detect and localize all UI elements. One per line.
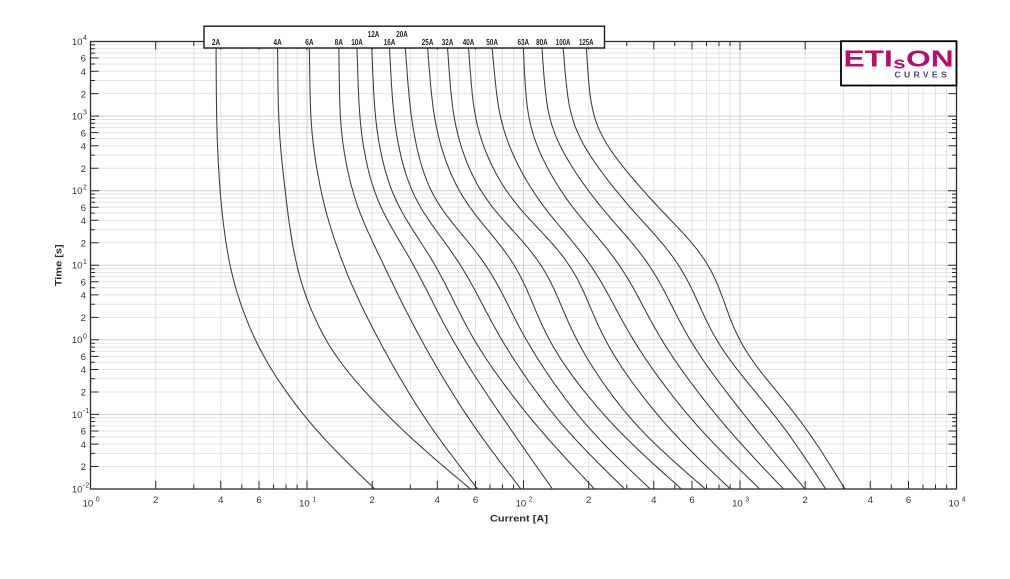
svg-text:10: 10 (72, 410, 83, 421)
svg-text:6: 6 (473, 495, 478, 506)
svg-text:10: 10 (732, 499, 743, 510)
svg-text:10: 10 (72, 186, 83, 197)
svg-text:8A: 8A (335, 37, 343, 47)
svg-text:6: 6 (81, 352, 86, 363)
svg-text:20A: 20A (396, 29, 408, 39)
svg-text:2: 2 (370, 495, 375, 506)
svg-text:2: 2 (81, 462, 86, 473)
svg-text:4A: 4A (273, 37, 281, 47)
svg-text:2: 2 (81, 239, 86, 250)
svg-text:2: 2 (529, 497, 533, 504)
svg-text:10: 10 (72, 112, 83, 123)
svg-text:6: 6 (81, 203, 86, 214)
svg-text:4: 4 (81, 216, 87, 227)
svg-text:2: 2 (586, 495, 591, 506)
svg-text:6: 6 (81, 427, 86, 438)
svg-text:10: 10 (83, 499, 94, 510)
svg-text:4: 4 (651, 495, 657, 506)
svg-text:3: 3 (745, 497, 749, 504)
svg-text:1: 1 (83, 259, 87, 266)
svg-text:4: 4 (83, 35, 87, 42)
svg-text:10: 10 (72, 37, 83, 48)
svg-text:CURVES: CURVES (895, 70, 950, 80)
svg-text:6: 6 (256, 495, 261, 506)
svg-text:-1: -1 (83, 408, 89, 415)
svg-text:Current [A]: Current [A] (490, 514, 548, 525)
svg-text:0: 0 (96, 497, 100, 504)
svg-text:2: 2 (81, 313, 86, 324)
svg-text:63A: 63A (518, 37, 530, 47)
svg-text:4: 4 (81, 142, 87, 153)
svg-text:3: 3 (83, 110, 87, 117)
svg-text:4: 4 (218, 495, 224, 506)
svg-text:6: 6 (906, 495, 911, 506)
svg-text:Time [s]: Time [s] (54, 244, 65, 286)
svg-text:4: 4 (81, 440, 87, 451)
svg-text:6: 6 (81, 278, 86, 289)
svg-text:100A: 100A (556, 37, 571, 47)
svg-text:10: 10 (516, 499, 527, 510)
svg-text:6: 6 (689, 495, 694, 506)
svg-text:4: 4 (435, 495, 441, 506)
svg-text:10A: 10A (351, 37, 363, 47)
svg-text:16A: 16A (384, 37, 396, 47)
svg-text:12A: 12A (368, 29, 380, 39)
svg-text:25A: 25A (422, 37, 434, 47)
svg-text:6A: 6A (305, 37, 313, 47)
svg-text:10: 10 (72, 261, 83, 272)
svg-text:4: 4 (868, 495, 874, 506)
svg-text:2: 2 (81, 388, 86, 399)
svg-text:6: 6 (81, 128, 86, 139)
svg-text:80A: 80A (536, 37, 548, 47)
svg-text:6: 6 (81, 54, 86, 65)
svg-text:10: 10 (72, 484, 83, 495)
svg-text:125A: 125A (579, 37, 594, 47)
svg-text:4: 4 (81, 67, 87, 78)
svg-text:50A: 50A (486, 37, 498, 47)
svg-text:1: 1 (312, 497, 316, 504)
svg-text:2A: 2A (212, 37, 220, 47)
svg-text:4: 4 (81, 365, 87, 376)
svg-text:2: 2 (83, 184, 87, 191)
svg-text:10: 10 (72, 335, 83, 346)
svg-text:2: 2 (81, 164, 86, 175)
svg-text:2: 2 (803, 495, 808, 506)
svg-text:0: 0 (83, 333, 87, 340)
svg-text:2: 2 (153, 495, 158, 506)
svg-text:10: 10 (299, 499, 310, 510)
svg-text:-2: -2 (83, 483, 89, 490)
svg-text:40A: 40A (463, 37, 475, 47)
svg-text:10: 10 (949, 499, 960, 510)
svg-text:2: 2 (81, 89, 86, 100)
svg-text:32A: 32A (442, 37, 454, 47)
svg-text:4: 4 (81, 291, 87, 302)
svg-text:4: 4 (962, 497, 966, 504)
